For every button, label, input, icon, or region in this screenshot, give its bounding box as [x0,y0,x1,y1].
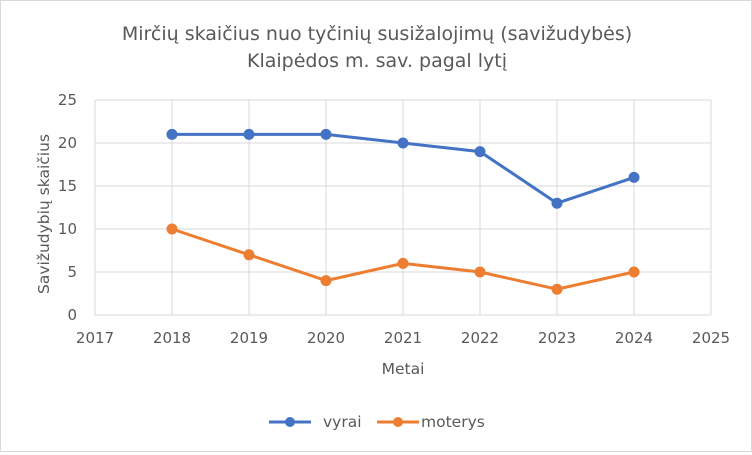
legend-label-vyrai: vyrai [323,413,362,431]
y-axis-label: Savižudybių skaičius [35,134,53,294]
data-point-moterys [397,257,409,269]
series-group [166,128,640,295]
x-axis-ticks: 2017 2018 2019 2020 2021 2022 2023 2024 2025 [76,329,730,347]
legend-label-moterys: moterys [421,413,485,431]
data-point-vyrai [628,171,640,183]
data-point-vyrai [397,137,409,149]
chart-title-line-1: Mirčių skaičius nuo tyčinių susižalojimų… [122,23,632,45]
y-tick-label: 20 [58,134,77,152]
y-tick-label: 15 [58,177,77,195]
legend: vyrai moterys [269,413,485,431]
legend-marker-vyrai [285,417,295,427]
data-point-moterys [320,275,332,287]
data-point-vyrai [474,146,486,158]
x-tick-label: 2019 [230,329,268,347]
y-axis-ticks: 0 5 10 15 20 25 [58,91,77,324]
x-tick-label: 2018 [153,329,191,347]
data-point-moterys [551,283,563,295]
x-tick-label: 2020 [307,329,345,347]
data-point-moterys [628,266,640,278]
legend-marker-moterys [393,417,403,427]
y-tick-label: 25 [58,91,77,109]
gridlines [94,99,712,316]
y-tick-label: 0 [67,306,77,324]
x-tick-label: 2025 [692,329,730,347]
x-axis-label: Metai [382,360,425,378]
data-point-vyrai [320,128,332,140]
x-tick-label: 2023 [538,329,576,347]
data-point-moterys [474,266,486,278]
x-tick-label: 2022 [461,329,499,347]
data-point-vyrai [166,128,178,140]
x-tick-label: 2024 [615,329,653,347]
data-point-vyrai [551,197,563,209]
data-point-moterys [243,249,255,261]
chart-title-line-2: Klaipėdos m. sav. pagal lytį [247,50,507,72]
y-tick-label: 5 [67,263,77,281]
data-point-moterys [166,223,178,235]
y-tick-label: 10 [58,220,77,238]
data-point-vyrai [243,128,255,140]
x-tick-label: 2021 [384,329,422,347]
x-tick-label: 2017 [76,329,114,347]
